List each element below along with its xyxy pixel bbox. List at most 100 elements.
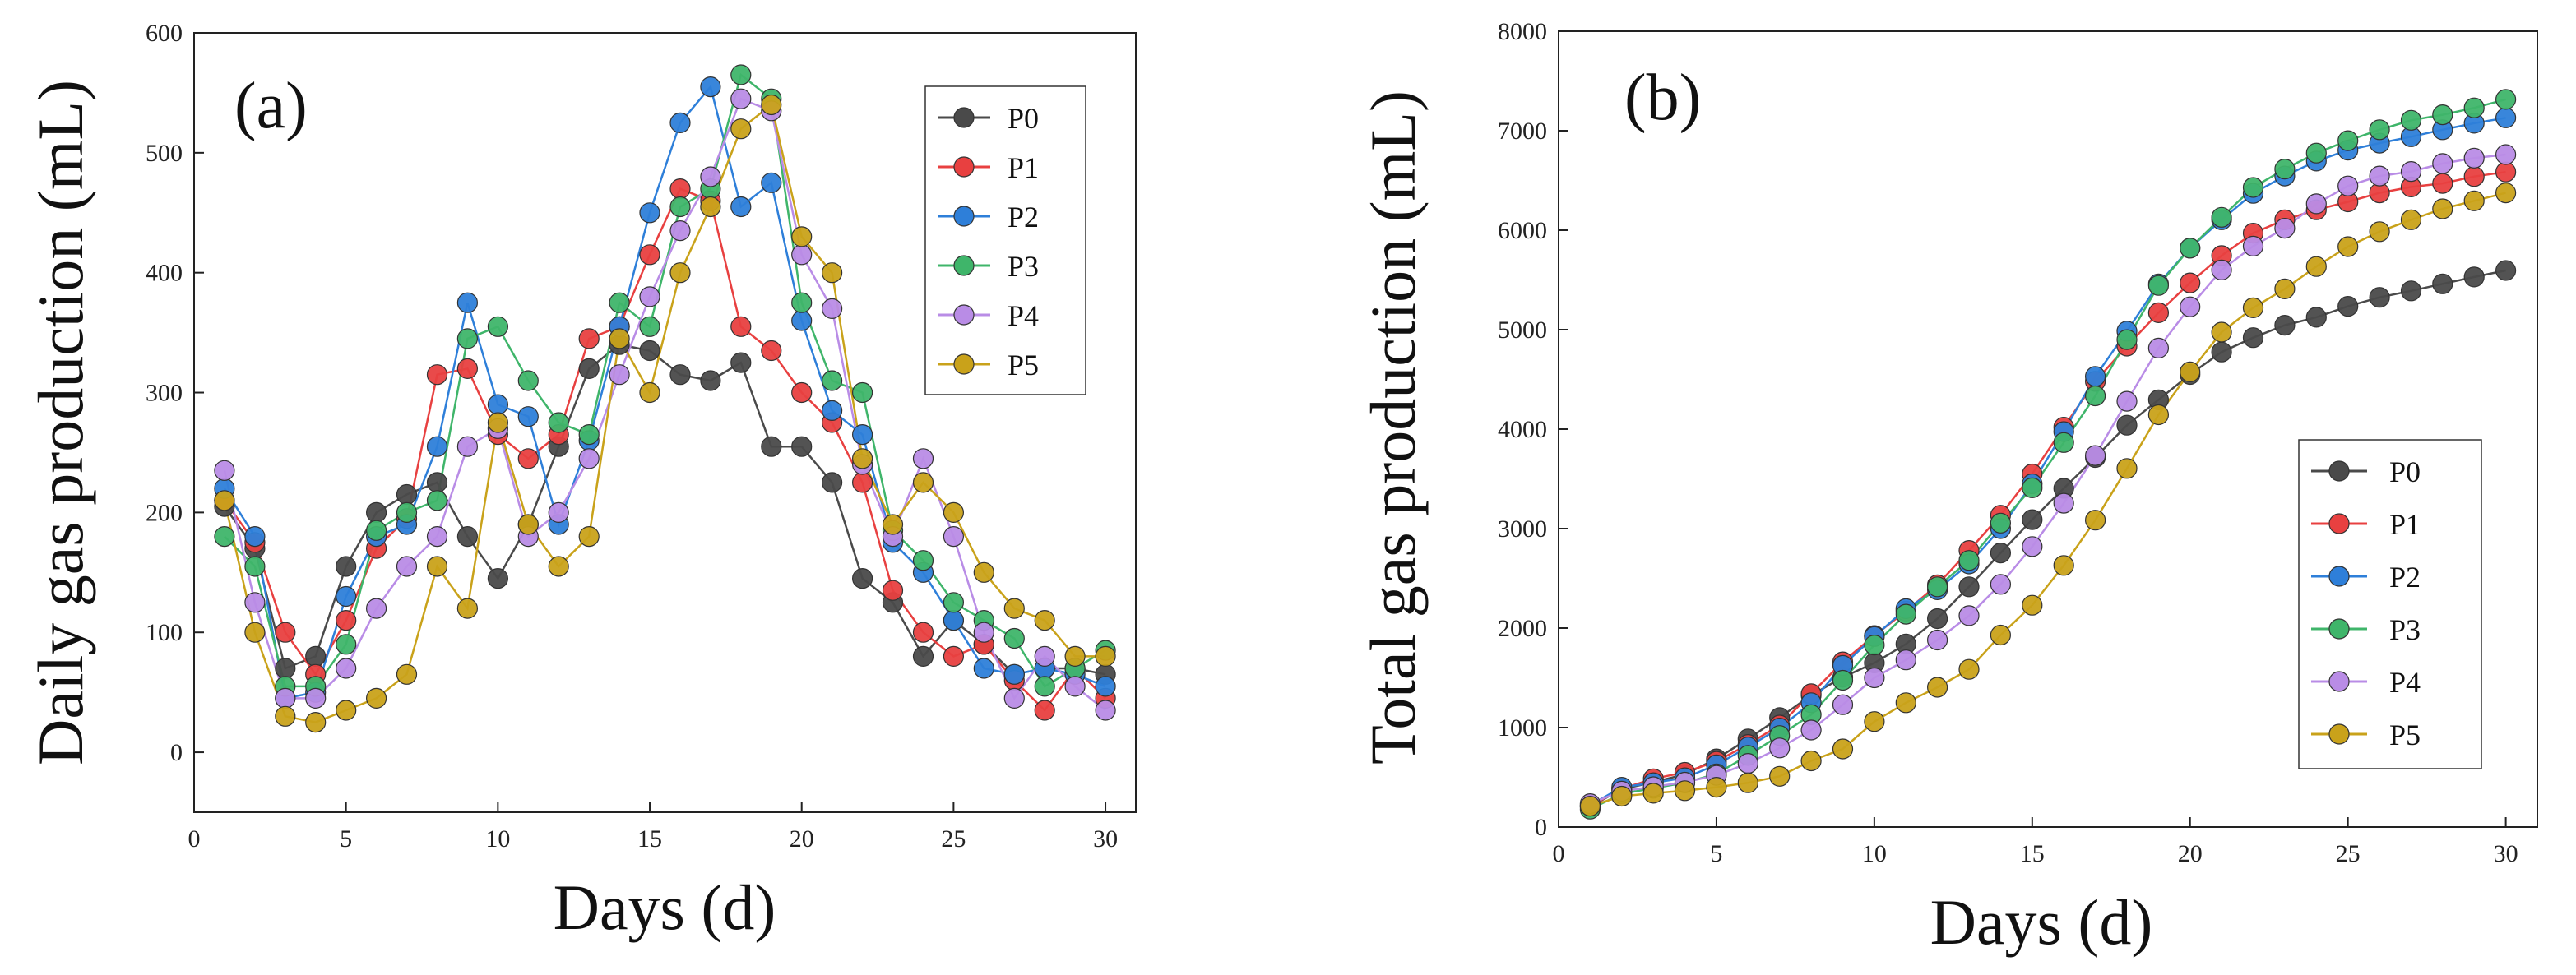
- daily-point-p0: [578, 358, 600, 379]
- daily-point-p4: [548, 501, 569, 524]
- total-point-p5: [2463, 190, 2485, 211]
- daily-y-axis-label: Daily gas production (mL): [25, 80, 96, 765]
- daily-point-p2: [426, 436, 448, 457]
- total-point-p5: [1737, 772, 1758, 793]
- total-point-p4: [1927, 629, 1948, 651]
- total-point-p4: [1958, 605, 1980, 626]
- daily-point-p5: [730, 118, 752, 140]
- total-point-p0: [2242, 327, 2264, 349]
- total-legend-label-p1: P1: [2389, 508, 2421, 541]
- total-point-p5: [2147, 404, 2169, 426]
- total-point-p5: [1611, 785, 1633, 807]
- daily-point-p0: [912, 645, 934, 668]
- total-x-tick-label: 5: [1710, 840, 1722, 867]
- total-point-p4: [2463, 147, 2485, 169]
- daily-x-tick-label: 15: [637, 825, 662, 853]
- daily-point-p4: [1095, 700, 1116, 721]
- daily-point-p1: [791, 381, 813, 404]
- total-point-p4: [1832, 694, 1854, 715]
- daily-point-p5: [1003, 598, 1025, 619]
- daily-point-p1: [336, 609, 357, 631]
- total-legend-label-p3: P3: [2389, 613, 2421, 646]
- daily-point-p5: [1064, 645, 1086, 668]
- daily-point-p3: [821, 370, 843, 391]
- total-x-tick-label: 15: [2020, 840, 2045, 867]
- total-legend-label-p0: P0: [2389, 455, 2421, 488]
- daily-point-p3: [548, 412, 569, 433]
- total-point-p3: [2116, 329, 2138, 350]
- daily-x-tick-label: 30: [1093, 825, 1118, 853]
- daily-point-p3: [730, 64, 752, 85]
- total-point-p1: [2495, 161, 2517, 183]
- daily-point-p3: [639, 316, 660, 337]
- daily-legend-marker-p5: [953, 353, 975, 375]
- total-point-p4: [1800, 719, 1822, 741]
- daily-point-p0: [336, 556, 357, 577]
- daily-point-p3: [487, 316, 509, 337]
- total-point-p0: [2400, 280, 2422, 302]
- daily-point-p2: [244, 525, 266, 548]
- daily-y-tick-label: 600: [146, 20, 183, 47]
- daily-point-p1: [912, 622, 934, 643]
- daily-point-p2: [1003, 663, 1025, 685]
- daily-point-p5: [275, 705, 296, 727]
- daily-point-p3: [851, 381, 873, 404]
- daily-point-p0: [700, 370, 721, 391]
- daily-legend-label-p5: P5: [1008, 349, 1039, 381]
- total-point-p3: [1990, 512, 2011, 534]
- total-legend-marker-p5: [2328, 723, 2350, 745]
- daily-point-p4: [456, 436, 479, 457]
- daily-point-p1: [275, 622, 296, 643]
- total-point-p5: [1769, 765, 1791, 787]
- daily-point-p4: [305, 687, 327, 709]
- total-point-p0: [2022, 509, 2043, 530]
- daily-x-axis-label: Days (d): [554, 871, 776, 943]
- daily-point-p2: [851, 423, 873, 446]
- daily-legend: P0 P1 P2 P3 P4 P5: [924, 85, 1086, 395]
- daily-point-p1: [426, 364, 448, 386]
- daily-y-tick-label: 0: [170, 739, 183, 766]
- total-point-p4: [2400, 161, 2422, 183]
- total-point-p5: [2305, 256, 2327, 277]
- total-point-p0: [2369, 287, 2390, 308]
- daily-y-tick-label: 300: [146, 380, 183, 407]
- total-point-p3: [2495, 89, 2517, 110]
- total-point-p4: [2085, 445, 2106, 466]
- daily-point-p3: [791, 292, 813, 313]
- total-legend-label-p2: P2: [2389, 561, 2421, 594]
- daily-x-tick-label: 5: [340, 825, 352, 853]
- daily-point-p1: [456, 358, 479, 379]
- total-point-p3: [1864, 634, 1885, 656]
- daily-point-p5: [700, 196, 721, 218]
- daily-point-p3: [396, 501, 418, 524]
- daily-x-tick-label: 10: [485, 825, 510, 853]
- total-point-p5: [1706, 776, 1727, 798]
- daily-point-p1: [639, 244, 660, 266]
- total-y-tick-label: 6000: [1498, 217, 1547, 244]
- daily-point-p4: [791, 244, 813, 266]
- total-point-p5: [2085, 510, 2106, 531]
- daily-legend-label-p3: P3: [1008, 250, 1039, 283]
- daily-point-p1: [1034, 700, 1055, 721]
- total-point-p4: [2053, 492, 2074, 514]
- total-point-p3: [2463, 97, 2485, 118]
- total-point-p2: [2085, 366, 2106, 387]
- daily-legend-marker-p4: [953, 304, 975, 326]
- daily-legend-marker-p1: [953, 156, 975, 178]
- total-point-p5: [1674, 780, 1696, 802]
- daily-point-p1: [851, 472, 873, 493]
- total-point-p5: [1579, 795, 1601, 817]
- total-point-p5: [1927, 677, 1948, 698]
- total-x-axis-label: Days (d): [1930, 886, 2153, 958]
- daily-legend-marker-p3: [953, 255, 975, 276]
- daily-point-p2: [456, 292, 479, 313]
- daily-point-p4: [943, 525, 965, 548]
- daily-point-p4: [639, 286, 660, 307]
- daily-legend-marker-p0: [953, 107, 975, 128]
- total-point-p3: [2432, 104, 2453, 126]
- daily-point-p2: [487, 394, 509, 415]
- total-point-p4: [2337, 175, 2359, 196]
- total-point-p3: [2085, 385, 2106, 407]
- daily-point-p0: [639, 340, 660, 362]
- total-point-p3: [2053, 432, 2074, 453]
